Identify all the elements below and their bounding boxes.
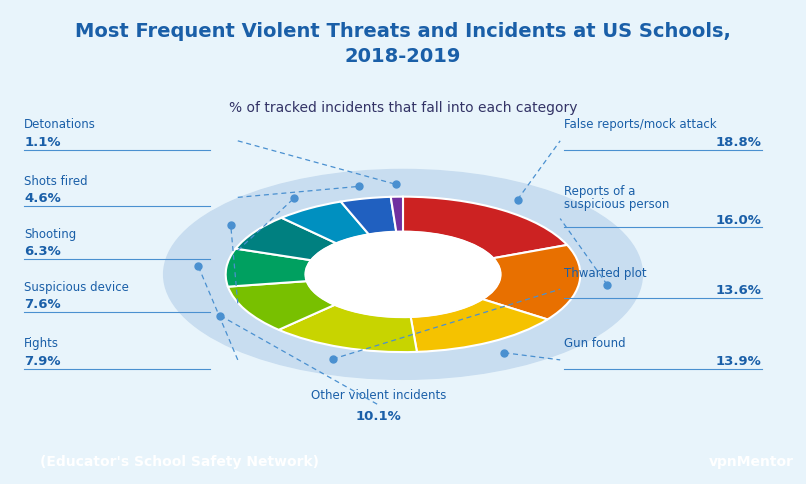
Text: Shots fired: Shots fired	[24, 175, 88, 188]
Text: 1.1%: 1.1%	[24, 136, 60, 149]
Text: Thwarted plot: Thwarted plot	[564, 267, 647, 280]
Wedge shape	[279, 305, 417, 352]
Wedge shape	[341, 197, 397, 234]
Circle shape	[164, 169, 642, 379]
Text: False reports/mock attack: False reports/mock attack	[564, 118, 717, 131]
Wedge shape	[411, 299, 547, 352]
Text: Most Frequent Violent Threats and Incidents at US Schools,
2018-2019: Most Frequent Violent Threats and Incide…	[75, 22, 731, 65]
Wedge shape	[281, 202, 369, 243]
Text: vpnMentor: vpnMentor	[709, 455, 794, 469]
Wedge shape	[391, 197, 403, 232]
Text: 7.6%: 7.6%	[24, 299, 60, 312]
Text: Reports of a: Reports of a	[564, 185, 636, 198]
Wedge shape	[483, 245, 580, 319]
Text: Detonations: Detonations	[24, 118, 96, 131]
Text: Suspicious device: Suspicious device	[24, 281, 129, 294]
Text: 18.8%: 18.8%	[716, 136, 762, 149]
Wedge shape	[403, 197, 567, 258]
Text: % of tracked incidents that fall into each category: % of tracked incidents that fall into ea…	[229, 101, 577, 115]
Wedge shape	[228, 281, 334, 330]
Text: Gun found: Gun found	[564, 337, 625, 350]
Circle shape	[305, 232, 501, 317]
Wedge shape	[226, 249, 311, 287]
Text: 6.3%: 6.3%	[24, 245, 61, 258]
Text: 13.9%: 13.9%	[716, 355, 762, 368]
Text: (Educator's School Safety Network): (Educator's School Safety Network)	[40, 455, 319, 469]
Text: Other violent incidents: Other violent incidents	[311, 389, 447, 402]
Wedge shape	[235, 218, 336, 260]
Text: 7.9%: 7.9%	[24, 355, 60, 368]
Text: Fights: Fights	[24, 337, 59, 350]
Text: 13.6%: 13.6%	[716, 284, 762, 297]
Text: Shooting: Shooting	[24, 228, 77, 241]
Text: 10.1%: 10.1%	[356, 410, 401, 423]
Text: 16.0%: 16.0%	[716, 213, 762, 227]
Text: 4.6%: 4.6%	[24, 193, 61, 206]
Text: suspicious person: suspicious person	[564, 198, 670, 211]
